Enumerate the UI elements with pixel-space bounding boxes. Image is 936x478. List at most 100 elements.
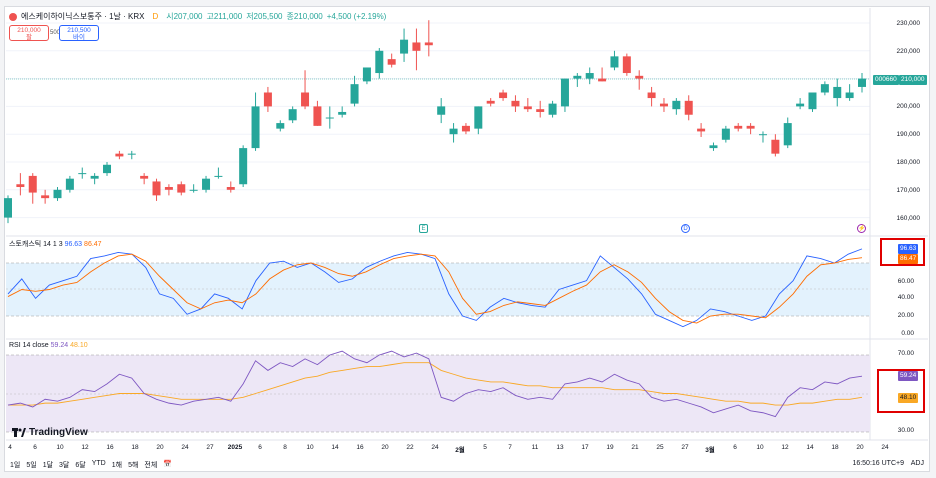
sell-button[interactable]: 210,000 팔 bbox=[9, 25, 49, 41]
event-marker-icon[interactable]: ⚡ bbox=[857, 224, 866, 233]
spread-value: 500 bbox=[50, 30, 61, 36]
candle-body bbox=[164, 187, 173, 190]
data-status-badge: D bbox=[152, 12, 159, 21]
price-axis-label: 230,000 bbox=[896, 20, 921, 27]
candle-body bbox=[721, 128, 730, 140]
symbol-title[interactable]: 에스케이하이닉스보통주 · 1날 · KRX bbox=[21, 12, 145, 21]
range-ytd[interactable]: YTD bbox=[91, 460, 106, 467]
stoch-k-value: 96.63 bbox=[64, 241, 83, 248]
candle-body bbox=[783, 123, 792, 146]
time-axis-label: 5 bbox=[483, 444, 487, 451]
highlight-box-stoch bbox=[880, 238, 925, 266]
candle-body bbox=[536, 109, 545, 112]
time-axis-label: 6 bbox=[33, 444, 37, 451]
time-axis-label: 16 bbox=[356, 444, 364, 451]
candle-body bbox=[127, 153, 136, 155]
low-value: 저205,500 bbox=[246, 12, 283, 21]
candle-body bbox=[771, 139, 780, 154]
symbol-price-tag: 000660 bbox=[873, 75, 899, 85]
time-axis-label: 14 bbox=[331, 444, 339, 451]
stoch-label: 스토캐스틱 14 1 3 bbox=[9, 241, 63, 248]
candle-body bbox=[560, 78, 569, 107]
rsi-line bbox=[7, 350, 863, 418]
candle-body bbox=[103, 164, 112, 174]
time-axis-label: 27 bbox=[681, 444, 689, 451]
change-value: +4,500 (+2.19%) bbox=[326, 12, 387, 21]
time-axis-label: 2025 bbox=[227, 444, 243, 451]
range-1m[interactable]: 1달 bbox=[42, 462, 54, 469]
time-axis-label: 14 bbox=[806, 444, 814, 451]
time-axis-label: 17 bbox=[581, 444, 589, 451]
candle-body bbox=[214, 175, 223, 177]
time-axis-label: 6 bbox=[258, 444, 262, 451]
candle-body bbox=[573, 75, 582, 79]
candle-body bbox=[610, 56, 619, 68]
candle-body bbox=[115, 153, 124, 157]
goto-date-icon[interactable]: 📅 bbox=[163, 461, 173, 468]
stoch-k-tag: 96.63 bbox=[898, 244, 919, 254]
buy-button[interactable]: 210,500 바이 bbox=[59, 25, 99, 41]
candle-body bbox=[239, 148, 248, 185]
rsi-label: RSI 14 close bbox=[9, 342, 49, 349]
time-axis-label: 19 bbox=[606, 444, 614, 451]
candle-body bbox=[400, 39, 409, 54]
range-5y[interactable]: 5해 bbox=[128, 462, 139, 469]
candle-body bbox=[709, 145, 718, 149]
stoch-d-line bbox=[7, 253, 863, 324]
time-axis-label: 18 bbox=[831, 444, 839, 451]
buy-label: 바이 bbox=[73, 34, 85, 41]
candle-body bbox=[387, 59, 396, 65]
stoch-legend[interactable]: 스토캐스틱 14 1 3 96.63 86.47 bbox=[9, 239, 102, 249]
last-price-tag: 210,000 bbox=[899, 75, 927, 85]
candle-body bbox=[4, 198, 12, 218]
candle-body bbox=[202, 178, 211, 190]
candle-body bbox=[585, 73, 594, 79]
candle-body bbox=[28, 175, 37, 193]
earnings-marker-icon[interactable]: E bbox=[419, 224, 428, 233]
time-axis-label: 24 bbox=[181, 444, 189, 451]
range-3m[interactable]: 3달 bbox=[59, 462, 70, 469]
dividend-marker-icon[interactable]: D bbox=[681, 224, 690, 233]
range-all[interactable]: 전체 bbox=[144, 462, 158, 469]
rsi-axis-label: 70.00 bbox=[897, 350, 914, 357]
candle-body bbox=[325, 117, 334, 119]
candle-body bbox=[177, 184, 186, 193]
tradingview-logo[interactable]: TradingView bbox=[12, 427, 88, 438]
time-axis-label: 10 bbox=[306, 444, 314, 451]
candle-body bbox=[833, 86, 842, 99]
time-axis-label: 16 bbox=[106, 444, 114, 451]
time-axis-label: 6 bbox=[733, 444, 737, 451]
range-6m[interactable]: 6달 bbox=[75, 462, 86, 469]
time-axis-label: 11 bbox=[531, 444, 539, 451]
candle-body bbox=[647, 92, 656, 99]
rsi-band bbox=[6, 355, 870, 432]
range-1y[interactable]: 1해 bbox=[111, 462, 123, 469]
range-5d[interactable]: 5일 bbox=[26, 462, 37, 469]
candle-body bbox=[437, 106, 446, 115]
time-axis-label: 24 bbox=[431, 444, 439, 451]
candle-body bbox=[511, 100, 520, 107]
rsi-axis-label: 30.00 bbox=[897, 427, 914, 434]
time-axis-label: 13 bbox=[556, 444, 564, 451]
time-axis-label: 18 bbox=[131, 444, 139, 451]
candle-body bbox=[338, 111, 347, 115]
time-axis-label: 12 bbox=[781, 444, 789, 451]
candle-body bbox=[288, 109, 297, 121]
candle-body bbox=[523, 106, 532, 110]
time-axis-label: 2월 bbox=[455, 447, 465, 454]
adj-toggle[interactable]: ADJ bbox=[910, 460, 924, 467]
rsi-legend[interactable]: RSI 14 close 59.24 48.10 bbox=[9, 342, 88, 349]
time-axis-label: 24 bbox=[881, 444, 889, 451]
symbol-legend: 에스케이하이닉스보통주 · 1날 · KRX D 시207,000 고211,0… bbox=[9, 11, 386, 22]
open-value: 시207,000 bbox=[166, 12, 203, 21]
rsi-value-tag: 59.24 bbox=[898, 371, 919, 381]
stoch-axis-label: 0.00 bbox=[901, 330, 914, 337]
price-axis-label: 200,000 bbox=[896, 103, 921, 111]
candle-body bbox=[796, 103, 805, 107]
buy-price: 210,500 bbox=[67, 27, 91, 34]
time-axis-label: 10 bbox=[56, 444, 64, 451]
range-1d[interactable]: 1일 bbox=[10, 462, 21, 469]
highlight-box-rsi bbox=[877, 369, 925, 413]
